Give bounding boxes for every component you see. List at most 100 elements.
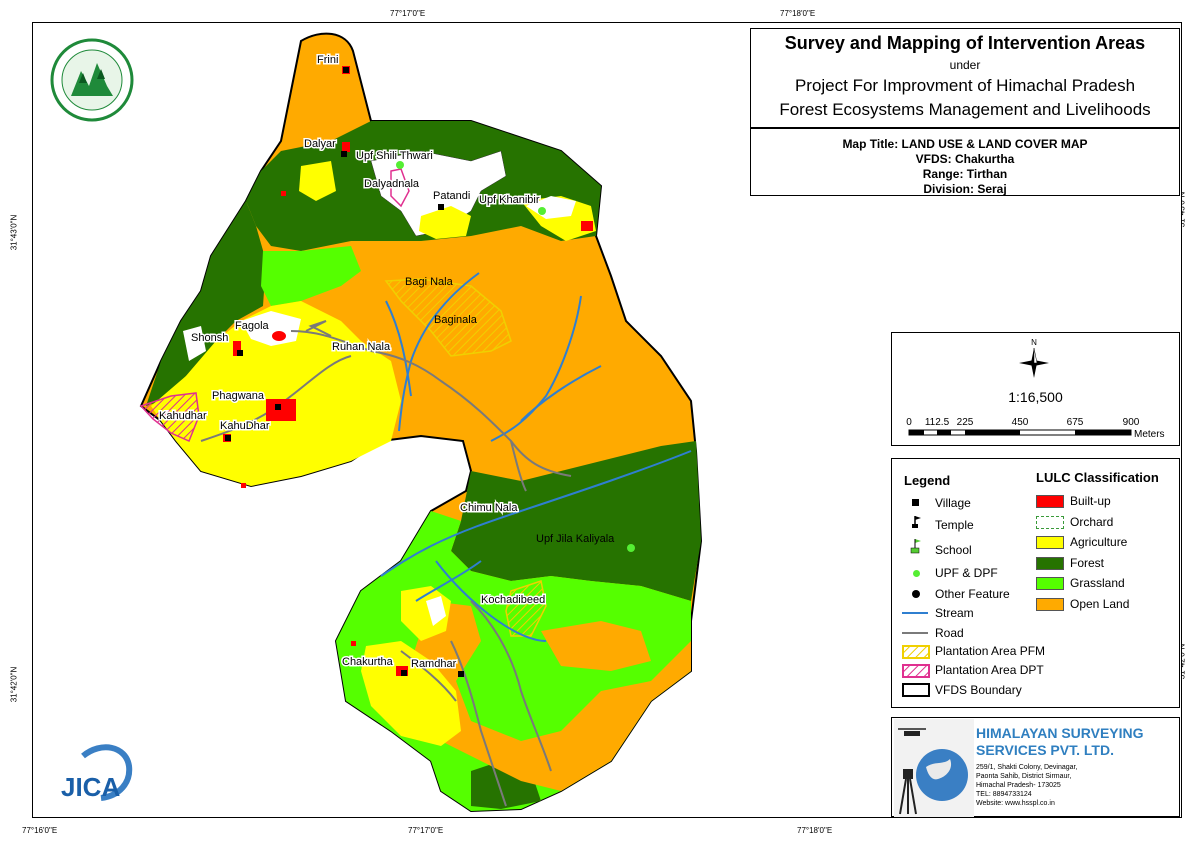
lon-label-bottom-2: 77°17'0"E <box>408 826 444 835</box>
main-title: Survey and Mapping of Intervention Areas <box>784 33 1146 53</box>
agri-south <box>361 641 461 746</box>
company-panel: HIMALAYAN SURVEYING SERVICES PVT. LTD. 2… <box>891 717 1180 817</box>
lulc-map: Frini Dalyar Upf Shili Thwari Dalyadnala… <box>50 32 703 813</box>
scale-ratio: 1:16,500 <box>1008 389 1063 405</box>
scale-tick-0: 0 <box>906 417 912 428</box>
scale-tick-3: 450 <box>1012 417 1029 428</box>
orchard-south <box>426 596 446 626</box>
agri-north <box>419 206 471 239</box>
orchard-west2 <box>183 326 206 361</box>
village-icon <box>912 499 919 506</box>
lon-label-top-2: 77°18'0"E <box>780 9 816 18</box>
vfds-name: VFDS: Chakurtha <box>915 152 1015 166</box>
label-phagwana: Phagwana <box>212 390 265 402</box>
grassland-nw <box>261 246 361 306</box>
scale-tick-1: 112.5 <box>925 417 950 428</box>
lulc-swatch-forest <box>1036 556 1064 570</box>
legend-plantation-pfm: Plantation Area PFM <box>935 644 1046 658</box>
svg-text:JICA: JICA <box>61 772 120 802</box>
label-upf-jila: Upf Jila Kaliyala <box>536 533 615 545</box>
lulc-swatch-agriculture <box>1036 536 1064 549</box>
scale-unit: Meters <box>1134 429 1165 440</box>
legend-school: School <box>935 543 972 557</box>
plantation-dpt-kahudhar <box>139 392 200 443</box>
jica-logo: JICA <box>61 744 133 802</box>
lulc-title: LULC Classification <box>1036 470 1159 485</box>
village-markers <box>225 67 464 677</box>
company-name: HIMALAYAN SURVEYING SERVICES PVT. LTD. <box>976 725 1144 758</box>
upf-markers <box>396 161 635 552</box>
division-name: Division: Seraj <box>923 182 1007 196</box>
lon-label-top-1: 77°17'0"E <box>390 9 426 18</box>
forest-west <box>146 201 266 406</box>
under-text: under <box>949 58 981 72</box>
label-baginala: Baginala <box>434 314 478 326</box>
lulc-swatch-orchard <box>1036 515 1064 529</box>
title-panel: Survey and Mapping of Intervention Areas… <box>750 28 1180 128</box>
stream-icon <box>902 612 928 614</box>
streams <box>380 272 692 642</box>
road-icon <box>902 632 928 634</box>
north-arrow-and-scalebar: N 0 112.5 225 450 675 900 Meters <box>906 338 1165 440</box>
label-patandi: Patandi <box>433 190 470 202</box>
company-address: 259/1, Shakti Colony, Devinagar, Paonta … <box>976 764 1078 807</box>
scale-tick-4: 675 <box>1067 417 1084 428</box>
other-feature-icon <box>912 590 920 598</box>
label-fagola: Fagola <box>235 320 270 332</box>
upf-dpf-icon <box>913 570 920 577</box>
company-logo <box>894 719 974 817</box>
label-dalyadnala: Dalyadnala <box>364 178 420 190</box>
lon-label-bottom-3: 77°18'0"E <box>797 826 833 835</box>
scale-panel: N 0 112.5 225 450 675 900 Meters 1:16,50… <box>891 332 1180 446</box>
range-name: Range: Tirthan <box>922 167 1008 181</box>
label-bagi-nala: Bagi Nala <box>405 276 454 288</box>
project-line-2: Forest Ecosystems Management and Livelih… <box>779 100 1151 119</box>
temple-icon <box>912 516 921 528</box>
lulc-label-built-up: Built-up <box>1070 494 1111 508</box>
legend-plantation-dpt: Plantation Area DPT <box>935 663 1044 677</box>
legend-temple: Temple <box>935 518 974 532</box>
label-kahudhar-village: KahuDhar <box>220 420 270 432</box>
lon-label-bottom-1: 77°16'0"E <box>22 826 58 835</box>
lat-label-left-1: 31°43'0"N <box>9 214 19 251</box>
map-title: Map Title: LAND USE & LAND COVER MAP <box>842 137 1088 151</box>
scale-tick-2: 225 <box>957 417 974 428</box>
scale-bar <box>908 429 1132 436</box>
lulc-label-agriculture: Agriculture <box>1070 535 1128 549</box>
lulc-label-grassland: Grassland <box>1070 576 1125 590</box>
roads <box>200 320 572 807</box>
legend-road: Road <box>935 626 964 640</box>
legend-stream: Stream <box>935 606 974 620</box>
label-shonsh: Shonsh <box>191 332 228 344</box>
lulc-label-open-land: Open Land <box>1070 596 1130 611</box>
agri-west <box>151 301 401 486</box>
orchard-north2 <box>526 196 576 219</box>
school-icon <box>910 539 921 554</box>
plantation-dpt-icon <box>902 664 930 678</box>
agri-nw <box>299 161 336 201</box>
label-frini: Frini <box>317 54 338 66</box>
lulc-swatch-open-land <box>1036 597 1064 611</box>
map-info-panel: Map Title: LAND USE & LAND COVER MAP VFD… <box>750 128 1180 196</box>
lulc-label-forest: Forest <box>1070 555 1105 570</box>
plantation-pfm-kochadibeed <box>505 580 547 637</box>
legend-upf-dpf: UPF & DPF <box>935 566 998 580</box>
lulc-swatch-grassland <box>1036 577 1064 590</box>
north-arrow-icon <box>1019 347 1049 378</box>
label-kochadibeed: Kochadibeed <box>481 594 545 606</box>
plantation-dpt-dalyadnala <box>390 168 410 208</box>
north-label: N <box>1031 338 1037 347</box>
lulc-label-orchard: Orchard <box>1070 514 1114 529</box>
label-ruhan-nala: Ruhan Nala <box>332 341 391 353</box>
legend-vfds-boundary: VFDS Boundary <box>935 683 1022 697</box>
openland-south <box>411 601 691 791</box>
label-chimu-nala: Chimu Nala <box>460 502 518 514</box>
legend-title: Legend <box>904 473 951 488</box>
label-kahudhar: Kahudhar <box>159 410 207 422</box>
vfds-boundary-icon <box>902 683 930 697</box>
project-line-1: Project For Improvment of Himachal Prade… <box>794 76 1136 95</box>
legend-panel: Legend LULC Classification Village Templ… <box>891 458 1180 708</box>
lat-label-left-2: 31°42'0"N <box>9 666 19 703</box>
legend-other-feature: Other Feature <box>935 587 1010 601</box>
label-dalyar: Dalyar <box>304 138 336 150</box>
